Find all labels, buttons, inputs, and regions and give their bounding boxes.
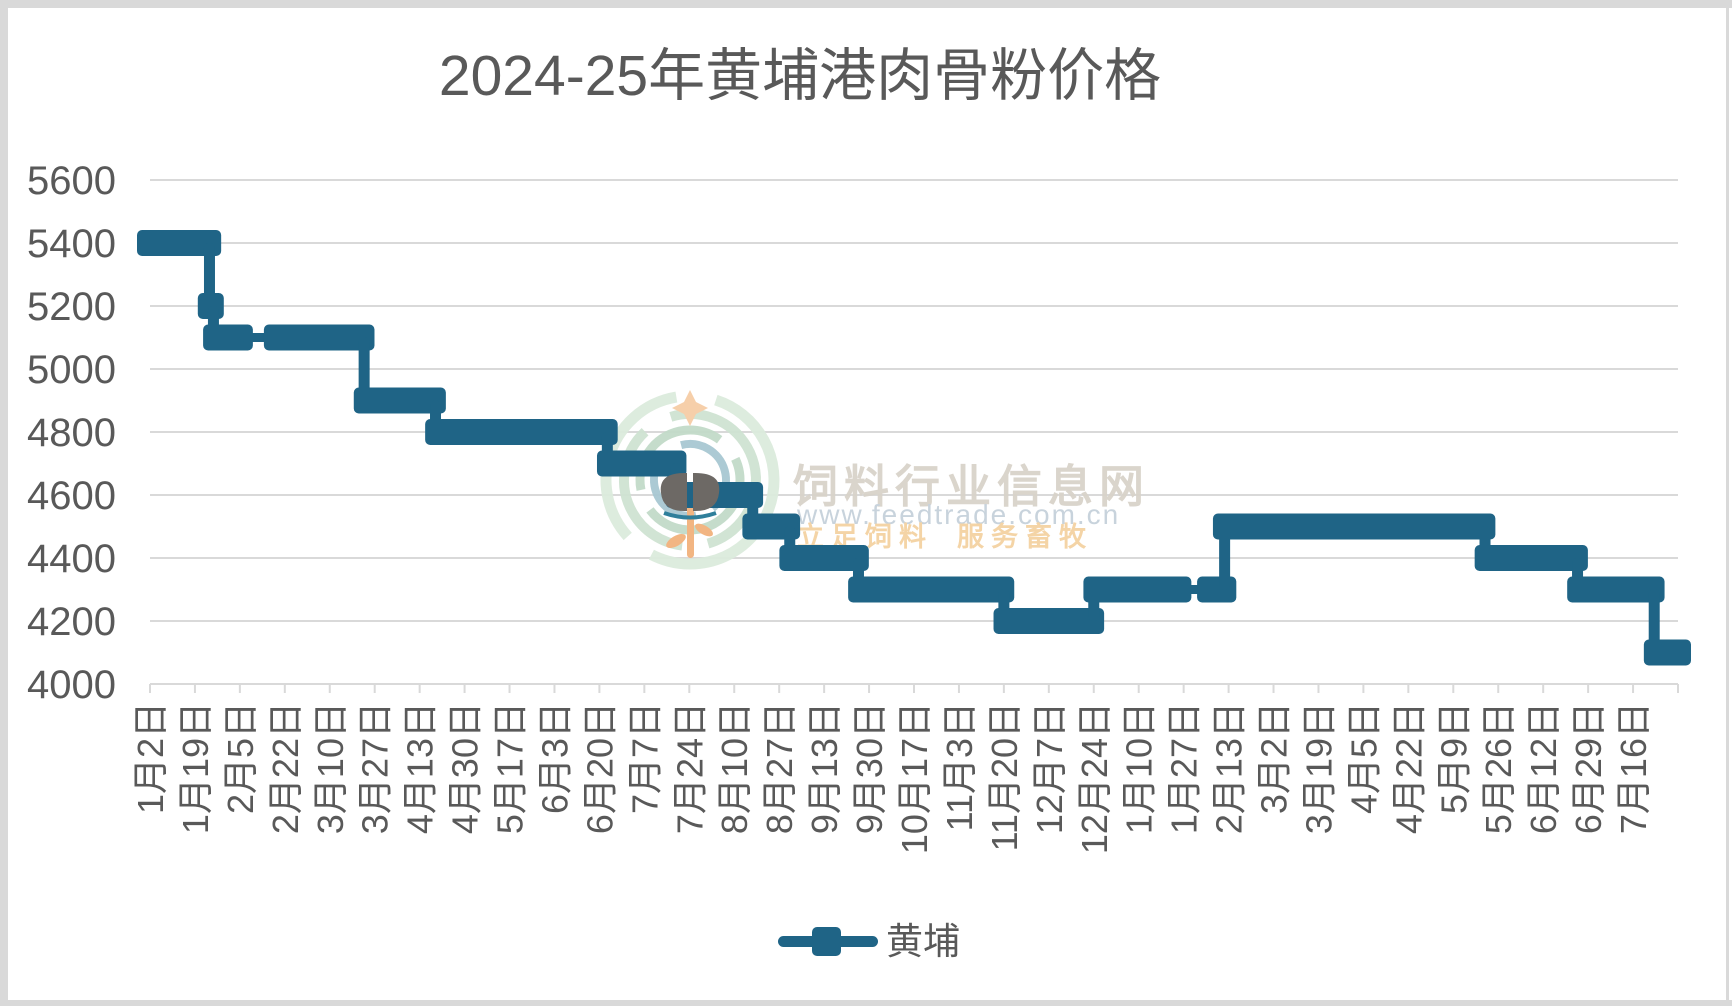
x-tick-label: 6月20日 [579, 702, 620, 834]
y-tick-label: 4200 [27, 600, 116, 644]
series-step-connector [1648, 589, 1660, 653]
x-tick-label: 9月30日 [849, 702, 890, 834]
x-tick-label: 5月9日 [1433, 702, 1474, 814]
x-tick-label: 11月20日 [984, 702, 1025, 851]
x-tick-label: 2月5日 [220, 702, 261, 814]
window-border-left [0, 0, 8, 1006]
series-segment-5100 [263, 324, 375, 351]
x-tick-label: 6月3日 [534, 702, 575, 814]
x-tick-label: 9月13日 [804, 702, 845, 834]
feedtrade-logo-rings-icon [600, 390, 780, 570]
x-tick-label: 7月7日 [624, 702, 665, 814]
series-segment-4200 [993, 608, 1105, 634]
x-tick-label: 12月24日 [1074, 702, 1115, 854]
x-tick-label: 4月22日 [1388, 702, 1429, 834]
y-tick-label: 5600 [27, 159, 116, 203]
series-step-connector [203, 243, 215, 306]
x-tick-label: 4月30日 [445, 702, 486, 834]
x-tick-label: 1月10日 [1119, 702, 1160, 834]
y-tick-label: 4800 [27, 411, 116, 455]
feedtrade-logo-book-icon [660, 472, 720, 520]
x-tick-label: 4月13日 [400, 702, 441, 834]
series-segment-4800 [425, 419, 618, 445]
y-tick-label: 5400 [27, 222, 116, 266]
x-tick-label: 5月17日 [490, 702, 531, 834]
x-tick-label: 6月12日 [1523, 702, 1564, 834]
x-tick-label: 3月2日 [1254, 702, 1295, 814]
x-tick-label: 8月27日 [759, 702, 800, 834]
x-tick-label: 3月27日 [355, 702, 396, 834]
x-tick-label: 5月26日 [1478, 702, 1519, 834]
legend-marker-icon [812, 927, 841, 956]
series-segment-4400 [1474, 545, 1588, 571]
y-tick-label: 5200 [27, 285, 116, 329]
series-segment-4300 [1083, 576, 1192, 603]
sparkle-icon [672, 390, 708, 426]
x-tick-label: 8月10日 [714, 702, 755, 834]
series-segment-4300 [848, 576, 1015, 603]
series-segment-4300 [1567, 576, 1665, 603]
y-tick-label: 5000 [27, 348, 116, 392]
x-tick-label: 12月7日 [1029, 702, 1070, 834]
legend-series-label: 黄埔 [886, 921, 960, 962]
series-step-connector [358, 337, 370, 401]
watermark-url: www.feedtrade.com.cn [796, 499, 1120, 530]
x-tick-label: 11月3日 [939, 702, 980, 831]
series-segment-5400 [137, 230, 222, 256]
watermark-site-name: 饲料行业信息网 [793, 461, 1150, 512]
window-border-right [1726, 0, 1729, 1006]
series-step-connector [1219, 526, 1231, 590]
gridlines [149, 179, 1679, 693]
x-tick-label: 4月5日 [1343, 702, 1384, 814]
series-segment-4500 [1212, 513, 1496, 540]
x-tick-label: 10月17日 [894, 702, 935, 854]
x-tick-label: 3月19日 [1298, 702, 1339, 834]
y-tick-label: 4400 [27, 537, 116, 581]
x-tick-label: 1月19日 [175, 702, 216, 834]
x-axis-labels: 1月2日 1月19日 2月5日 2月22日 3月10日 3月27日 4月13日 4月30日 5月… [130, 702, 1654, 854]
chart-title: 2024-25年黄埔港肉骨粉价格 [439, 44, 1161, 108]
y-tick-label: 4000 [27, 663, 116, 707]
x-tick-label: 2月22日 [265, 702, 306, 834]
x-tick-label: 7月16日 [1613, 702, 1654, 834]
series-segment-5100 [203, 324, 253, 351]
x-tick-label: 2月13日 [1209, 702, 1250, 834]
series-segment-4100 [1643, 639, 1691, 666]
series-segment-4900 [353, 387, 446, 414]
x-tick-label: 3月10日 [310, 702, 351, 834]
legend: 黄埔 [778, 921, 960, 962]
x-tick-label: 6月29日 [1568, 702, 1609, 834]
y-tick-label: 4600 [27, 474, 116, 518]
x-tick-label: 7月24日 [669, 702, 710, 834]
series-segment-4300 [1197, 576, 1237, 603]
x-tick-label: 1月27日 [1164, 702, 1205, 834]
price-series-huangpu [137, 230, 1691, 666]
x-tick-label: 1月2日 [130, 702, 171, 814]
watermark-slogan-right: 服务畜牧 [957, 521, 1093, 552]
y-axis-labels: 5600 5400 5200 5000 4800 4600 4400 4200 4000 [27, 159, 116, 707]
window-border-bottom [0, 1000, 1732, 1006]
series-segment-4700 [596, 450, 687, 477]
window-border-top [0, 0, 1732, 8]
series-segment-4400 [779, 545, 869, 571]
